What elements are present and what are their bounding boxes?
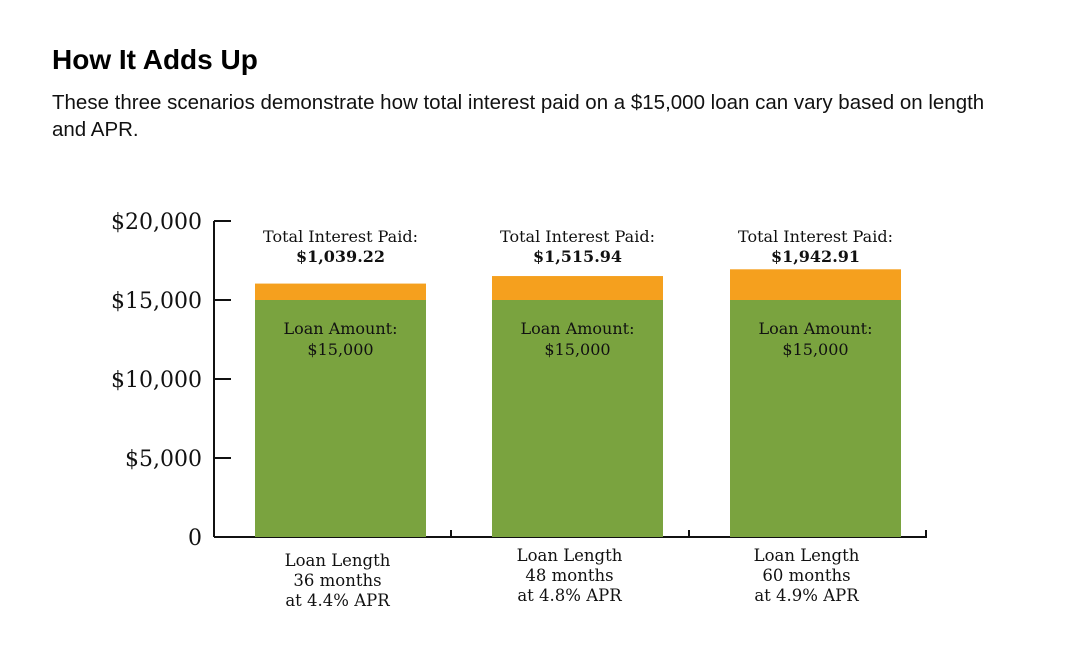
bar-loan-amount — [730, 300, 901, 537]
interest-caption: Total Interest Paid: — [500, 227, 655, 246]
interest-value: $1,039.22 — [296, 247, 385, 266]
interest-value: $1,942.91 — [771, 247, 860, 266]
y-tick-label: $15,000 — [111, 289, 202, 314]
category-label: at 4.8% APR — [517, 586, 622, 605]
loan-value: $15,000 — [544, 340, 610, 359]
bar-loan-amount — [492, 300, 663, 537]
category-label: 36 months — [293, 571, 381, 590]
bar-interest — [492, 276, 663, 300]
bar-loan-amount — [255, 300, 426, 537]
category-label: at 4.9% APR — [754, 586, 859, 605]
bar-interest — [730, 269, 901, 300]
chart-axes: 0 $5,000 $10,000 $15,000 $20,000 — [111, 210, 927, 551]
interest-caption: Total Interest Paid: — [738, 227, 893, 246]
loan-caption: Loan Amount: — [521, 319, 635, 338]
category-label: at 4.4% APR — [285, 591, 390, 610]
category-label: 48 months — [525, 566, 613, 585]
loan-value: $15,000 — [782, 340, 848, 359]
y-tick-label: $20,000 — [111, 210, 202, 235]
loan-caption: Loan Amount: — [284, 319, 398, 338]
interest-caption: Total Interest Paid: — [263, 227, 418, 246]
category-label: Loan Length — [285, 551, 391, 570]
loan-value: $15,000 — [307, 340, 373, 359]
y-tick-label: $10,000 — [111, 368, 202, 393]
category-label: Loan Length — [754, 546, 860, 565]
category-label: Loan Length — [517, 546, 623, 565]
chart-bars — [255, 269, 901, 537]
category-label: 60 months — [762, 566, 850, 585]
bar-interest — [255, 283, 426, 300]
y-tick-label: $5,000 — [125, 447, 202, 472]
interest-value: $1,515.94 — [533, 247, 622, 266]
page-subtitle: These three scenarios demonstrate how to… — [52, 91, 985, 141]
y-tick-label: 0 — [188, 526, 202, 551]
loan-caption: Loan Amount: — [759, 319, 873, 338]
page-title: How It Adds Up — [52, 44, 258, 75]
